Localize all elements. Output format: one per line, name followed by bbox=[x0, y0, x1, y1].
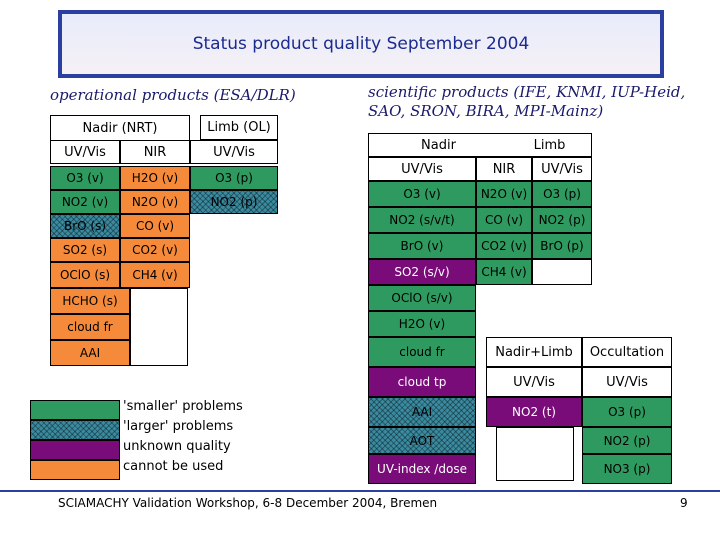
sci-limb-bro: BrO (p) bbox=[532, 233, 592, 259]
op-nir-ch4: CH4 (v) bbox=[120, 262, 190, 288]
sci-nir-co: CO (v) bbox=[476, 207, 532, 233]
op-nir-n2o: N2O (v) bbox=[120, 190, 190, 214]
sci-uvvis-no2: NO2 (s/v/t) bbox=[368, 207, 476, 233]
op-uvvis-o3: O3 (v) bbox=[50, 166, 120, 190]
sci-nl-col-uvvis: UV/Vis bbox=[486, 367, 582, 397]
scientific-heading-line2: SAO, SRON, BIRA, MPI-Mainz) bbox=[368, 102, 604, 120]
scientific-heading-line1: scientific products (IFE, KNMI, IUP-Heid… bbox=[368, 83, 686, 101]
page-number: 9 bbox=[680, 496, 688, 510]
sci-uvvis-oclo: OClO (s/v) bbox=[368, 285, 476, 311]
sci-nadir-limb-header: Nadir+Limb bbox=[486, 337, 582, 367]
sci-occ-o3: O3 (p) bbox=[582, 397, 672, 427]
op-nir-co2: CO2 (v) bbox=[120, 238, 190, 262]
op-uvvis-oclo: OClO (s) bbox=[50, 262, 120, 288]
op-uvvis-bro: BrO (s) bbox=[50, 214, 120, 238]
op-limb-no2: NO2 (p) bbox=[190, 190, 278, 214]
legend-swatch-hatched bbox=[30, 420, 120, 440]
sci-nl-no2: NO2 (t) bbox=[486, 397, 582, 427]
legend-label-cannot-use: cannot be used bbox=[123, 459, 224, 474]
op-uvvis-hcho: HCHO (s) bbox=[50, 288, 130, 314]
sci-uvvis-o3: O3 (v) bbox=[368, 181, 476, 207]
sci-uvvis-bro: BrO (v) bbox=[368, 233, 476, 259]
operational-heading: operational products (ESA/DLR) bbox=[50, 86, 296, 104]
footer-text: SCIAMACHY Validation Workshop, 6-8 Decem… bbox=[58, 496, 438, 510]
sci-uvvis-so2: SO2 (s/v) bbox=[368, 259, 476, 285]
sci-occ-no2: NO2 (p) bbox=[582, 427, 672, 454]
sci-uvvis-cloud-fr: cloud fr bbox=[368, 337, 476, 367]
op-limb-header: Limb (OL) bbox=[200, 115, 278, 140]
sci-uvvis-aai: AAI bbox=[368, 397, 476, 427]
sci-occ-col-uvvis: UV/Vis bbox=[582, 367, 672, 397]
legend-label-unknown: unknown quality bbox=[123, 439, 231, 454]
sci-uvvis-h2o: H2O (v) bbox=[368, 311, 476, 337]
sci-limb-no2: NO2 (p) bbox=[532, 207, 592, 233]
sci-nadir-header: Nadir bbox=[368, 133, 508, 157]
sci-col-uvvis: UV/Vis bbox=[368, 157, 476, 181]
op-uvvis-cloud-fr: cloud fr bbox=[50, 314, 130, 340]
sci-nir-n2o: N2O (v) bbox=[476, 181, 532, 207]
op-uvvis-so2: SO2 (s) bbox=[50, 238, 120, 262]
op-col-nir: NIR bbox=[120, 140, 190, 164]
op-uvvis-aai: AAI bbox=[50, 340, 130, 366]
title-banner: Status product quality September 2004 bbox=[58, 10, 664, 78]
page-title: Status product quality September 2004 bbox=[192, 34, 530, 54]
op-col-limb-uvvis: UV/Vis bbox=[190, 140, 278, 164]
footer-divider bbox=[0, 490, 720, 492]
sci-limb-header: Limb bbox=[508, 133, 592, 157]
legend-swatch-green bbox=[30, 400, 120, 420]
sci-limb-empty bbox=[532, 259, 592, 285]
sci-uvvis-cloud-tp: cloud tp bbox=[368, 367, 476, 397]
sci-occ-no3: NO3 (p) bbox=[582, 454, 672, 484]
legend-label-smaller: 'smaller' problems bbox=[123, 399, 243, 414]
scientific-heading: scientific products (IFE, KNMI, IUP-Heid… bbox=[368, 83, 685, 121]
op-limb-o3: O3 (p) bbox=[190, 166, 278, 190]
sci-limb-o3: O3 (p) bbox=[532, 181, 592, 207]
sci-uvvis-uv-index: UV-index /dose bbox=[368, 454, 476, 484]
legend-label-larger: 'larger' problems bbox=[123, 419, 234, 434]
op-col-uvvis: UV/Vis bbox=[50, 140, 120, 164]
sci-nir-co2: CO2 (v) bbox=[476, 233, 532, 259]
op-nir-co: CO (v) bbox=[120, 214, 190, 238]
sci-nl-empty bbox=[496, 427, 574, 481]
sci-nir-ch4: CH4 (v) bbox=[476, 259, 532, 285]
op-nir-h2o: H2O (v) bbox=[120, 166, 190, 190]
op-nir-empty bbox=[130, 288, 188, 366]
legend-swatch-orange bbox=[30, 460, 120, 480]
legend-swatch-purple bbox=[30, 440, 120, 460]
sci-occultation-header: Occultation bbox=[582, 337, 672, 367]
op-uvvis-no2: NO2 (v) bbox=[50, 190, 120, 214]
sci-uvvis-aot: AOT bbox=[368, 427, 476, 454]
sci-col-limb-uvvis: UV/Vis bbox=[532, 157, 592, 181]
sci-col-nir: NIR bbox=[476, 157, 532, 181]
op-nadir-header: Nadir (NRT) bbox=[50, 115, 190, 140]
legend-labels: 'smaller' problems 'larger' problems unk… bbox=[123, 397, 243, 477]
